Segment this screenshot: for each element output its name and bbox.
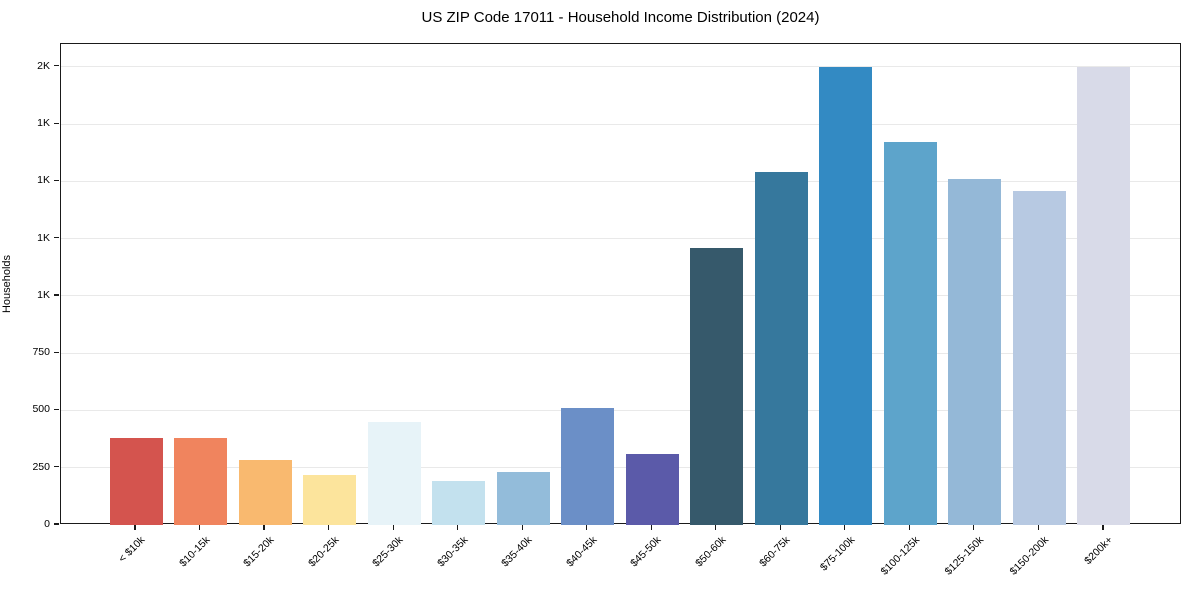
y-tick-label: 2K [37,59,50,72]
bar-45-50k [625,453,679,525]
y-tick-label: 500 [32,403,50,416]
bar-100-125k [883,142,937,525]
bar-200k [1077,66,1131,525]
bar-60-75k [754,172,808,525]
x-tick-mark [973,525,975,530]
bar-35-40k [496,472,550,525]
x-tick-mark [908,525,910,530]
x-tick-mark [715,525,717,530]
y-tick-mark [54,122,59,124]
y-tick-label: 750 [32,346,50,359]
bar-75-100k [819,66,873,525]
bar-125-150k [948,179,1002,525]
x-tick-label: $150-200k [1007,534,1051,578]
y-tick-label: 1K [37,231,50,244]
x-tick-label: $40-45k [563,534,600,570]
x-tick-label: $100-125k [878,534,922,578]
x-tick-mark [1102,525,1104,530]
y-tick-label: 1K [37,174,50,187]
gridline-1500 [61,180,1180,182]
x-tick-mark [392,525,394,530]
y-tick-mark [54,237,59,239]
x-tick-label: $75-100k [817,534,858,574]
gridline-500 [61,409,1180,411]
gridline-1000 [61,295,1180,297]
y-tick-mark [54,408,59,411]
x-tick-label: $200k+ [1082,534,1116,568]
x-tick-mark [327,525,330,530]
bar-30-35k [432,481,486,525]
x-tick-mark [521,525,523,530]
x-tick-mark [457,525,459,530]
x-tick-label: < $10k [116,534,148,565]
y-tick-mark [54,65,59,67]
y-tick-label: 1K [37,117,50,130]
gridline-2000 [61,66,1180,68]
x-tick-mark [263,525,265,530]
y-tick-mark [54,523,59,525]
y-tick-label: 250 [32,460,50,473]
x-tick-mark [198,525,201,530]
bar-50-60k [690,247,744,525]
x-tick-label: $125-150k [942,534,987,578]
x-tick-label: $50-60k [692,534,729,570]
x-tick-label: $45-50k [628,534,664,570]
bar-10k [109,437,163,525]
x-tick-mark [1037,525,1039,530]
y-tick-label: 0 [44,518,50,530]
y-tick-label: 1K [37,288,50,301]
x-tick-mark [586,525,588,530]
y-tick-mark [54,179,59,182]
y-tick-mark [54,294,59,296]
x-tick-label: $60-75k [757,534,793,570]
bar-15-20k [238,459,292,525]
chart-title: US ZIP Code 17011 - Household Income Dis… [421,9,820,26]
x-tick-label: $15-20k [241,534,277,570]
gridline-1250 [61,238,1180,240]
bar-40-45k [561,408,615,525]
x-tick-label: $35-40k [499,534,535,570]
x-tick-mark [779,525,781,530]
x-tick-label: $30-35k [434,534,471,570]
gridline-750 [61,352,1180,354]
x-tick-mark [844,525,846,530]
y-tick-mark [54,466,59,468]
y-axis-label: Households [1,254,13,314]
y-tick-mark [54,351,59,353]
x-tick-mark [134,525,136,530]
x-tick-mark [650,525,652,530]
x-tick-label: $25-30k [370,534,406,570]
bar-20-25k [303,474,357,525]
gridline-1750 [61,123,1180,125]
bar-25-30k [367,421,421,525]
gridline-250 [61,467,1180,469]
x-tick-label: $20-25k [305,534,342,570]
bar-150-200k [1012,190,1066,525]
bar-10-15k [174,437,228,525]
plot-area [60,43,1181,525]
x-tick-label: $10-15k [176,534,213,570]
